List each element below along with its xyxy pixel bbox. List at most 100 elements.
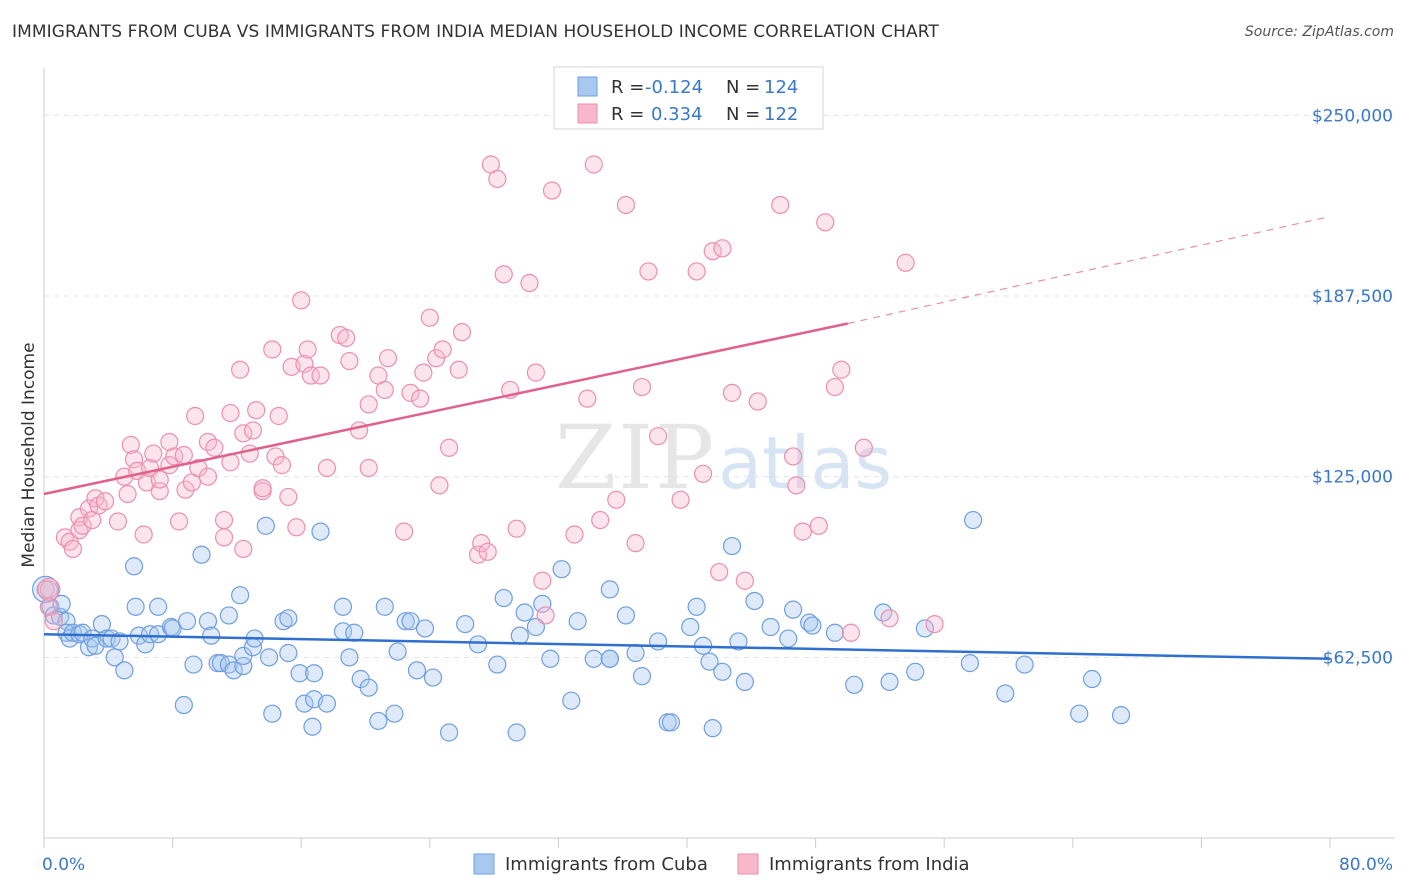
data-point [494, 265, 513, 284]
data-point [134, 525, 153, 544]
data-point [126, 597, 145, 616]
data-point [415, 619, 435, 638]
data-point [632, 377, 652, 397]
data-point [349, 421, 369, 440]
data-point [337, 328, 356, 348]
data-point [722, 383, 742, 402]
data-point [779, 629, 798, 648]
data-point [287, 518, 306, 537]
data-point [584, 649, 603, 668]
data-point [32, 575, 60, 604]
data-point [832, 360, 851, 379]
data-point [591, 510, 610, 530]
data-point [452, 323, 472, 342]
axes [43, 68, 1395, 848]
data-point [787, 476, 806, 495]
data-point [184, 655, 203, 674]
bottom-legend-swatch-india [737, 853, 759, 875]
data-point [359, 678, 378, 697]
data-point [340, 351, 359, 371]
data-point [359, 395, 378, 414]
data-point [671, 490, 690, 509]
data-point [681, 617, 700, 637]
data-point [234, 656, 253, 676]
data-point [423, 668, 443, 687]
data-point [439, 723, 459, 742]
data-point [303, 717, 322, 736]
data-point [616, 195, 636, 215]
data-point [533, 571, 552, 590]
data-point [703, 719, 722, 738]
data-point [186, 406, 205, 426]
data-point [600, 649, 619, 668]
data-point [176, 480, 195, 499]
data-point [578, 389, 597, 408]
data-point [713, 239, 732, 258]
data-point [401, 383, 420, 402]
data-point [607, 490, 626, 509]
data-point [37, 577, 61, 602]
data-point [115, 661, 134, 680]
data-point [256, 516, 275, 535]
data-point [478, 542, 497, 561]
data-point [468, 635, 488, 654]
data-point [231, 586, 250, 605]
data-point [92, 614, 111, 634]
data-point [219, 655, 238, 674]
data-point [243, 421, 263, 440]
data-point [221, 403, 240, 423]
data-point [214, 528, 234, 547]
y-tick-label: $125,000 [1312, 468, 1393, 488]
data-point [520, 273, 539, 293]
data-point [854, 438, 873, 457]
data-point [536, 606, 555, 625]
legend-r-label-cuba: R = [611, 77, 644, 98]
data-point [735, 672, 754, 692]
y-axis-title: Median Household Income [19, 342, 39, 567]
data-point [401, 612, 420, 631]
data-point [626, 643, 645, 663]
data-point [488, 169, 507, 189]
data-point [396, 612, 415, 631]
data-point [292, 291, 311, 310]
bottom-legend-label-cuba: Immigrants from Cuba [505, 854, 708, 875]
data-point [63, 539, 83, 559]
data-point [263, 340, 282, 359]
data-point [407, 661, 427, 680]
legend-n-value-cuba: 124 [764, 77, 798, 98]
legend-swatch-india [577, 103, 598, 124]
data-point [279, 609, 298, 628]
data-point [174, 695, 193, 715]
data-point [449, 360, 468, 379]
data-point [1082, 669, 1102, 689]
data-point [626, 534, 645, 553]
data-point [110, 632, 129, 651]
data-point [735, 571, 754, 590]
data-point [44, 612, 63, 631]
data-point [304, 664, 324, 683]
data-point [263, 704, 282, 723]
data-point [639, 262, 658, 281]
data-point [150, 470, 169, 489]
data-point [375, 380, 394, 400]
bottom-legend-swatch-cuba [473, 853, 495, 875]
series-legend: Immigrants from Cuba Immigrants from Ind… [473, 853, 970, 875]
data-point [880, 609, 899, 628]
data-point [456, 614, 475, 634]
data-point [414, 363, 433, 382]
correlation-legend: R = -0.124 N = 124 R = 0.334 N = 122 [553, 66, 824, 130]
data-point [722, 536, 742, 556]
data-point [394, 522, 414, 541]
data-point [224, 661, 243, 680]
data-point [803, 616, 822, 635]
data-point [317, 458, 337, 478]
legend-n-label-india: N = [726, 104, 760, 125]
y-tick-label: $187,500 [1312, 287, 1393, 307]
data-point [333, 597, 353, 616]
data-point [515, 603, 534, 622]
data-point [165, 447, 184, 466]
data-point [710, 562, 729, 582]
data-point [317, 694, 337, 713]
data-point [494, 588, 513, 608]
data-point [800, 613, 819, 632]
